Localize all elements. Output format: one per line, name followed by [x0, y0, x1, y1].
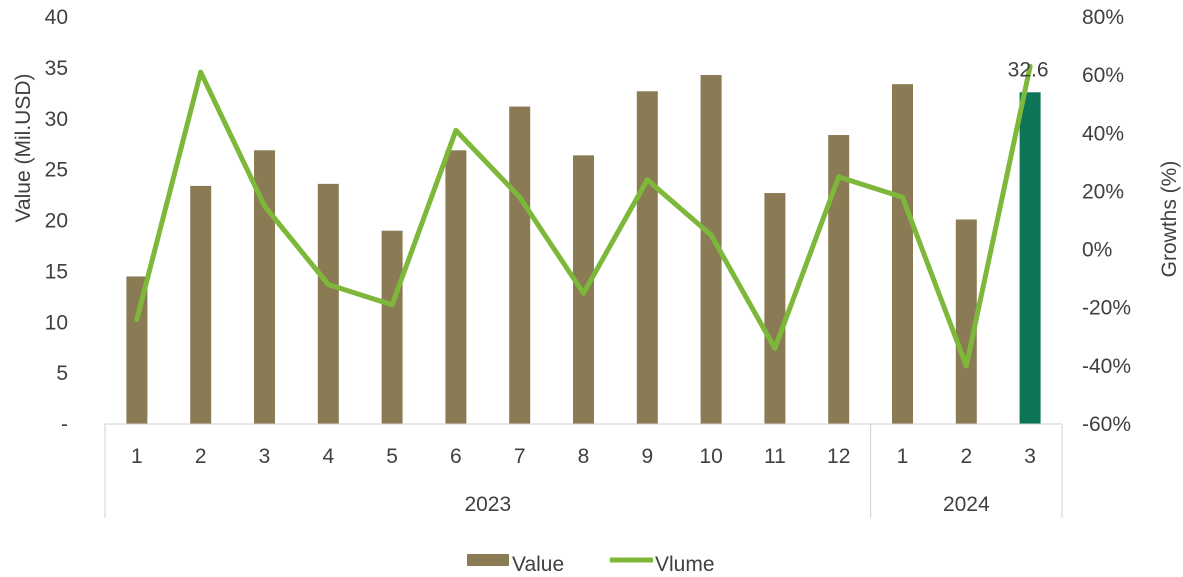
y2-tick-label: 0%	[1082, 239, 1112, 262]
value-bar	[509, 106, 531, 424]
x-tick-label: 6	[450, 445, 462, 468]
y-tick-label: 10	[45, 311, 68, 334]
value-bar	[955, 219, 977, 424]
x-tick-label: 3	[259, 445, 271, 468]
x-tick-label: 2	[195, 445, 207, 468]
x-group-label: 2024	[943, 493, 990, 516]
y2-tick-label: -60%	[1082, 413, 1131, 436]
right-axis-ticks: -60% -40% -20% 0% 20% 40% 60% 80%	[1082, 6, 1131, 436]
x-tick-label: 2	[960, 445, 972, 468]
x-tick-label: 8	[578, 445, 590, 468]
vlume-point	[134, 316, 140, 322]
value-bar	[445, 150, 467, 425]
x-tick-label: 10	[699, 445, 722, 468]
y2-tick-label: -40%	[1082, 355, 1131, 378]
value-bars	[126, 74, 1041, 425]
y-tick-label: 20	[45, 210, 68, 233]
value-bar	[828, 135, 850, 424]
x-tick-label: 11	[764, 445, 786, 468]
vlume-point	[708, 232, 714, 238]
y-tick-label: -	[61, 413, 68, 436]
vlume-point	[389, 302, 395, 308]
y-tick-label: 40	[45, 6, 68, 29]
value-bar	[1019, 92, 1041, 425]
vlume-point	[453, 127, 459, 133]
y-axis-title: Value (Mil.USD)	[12, 74, 35, 223]
y2-tick-label: 60%	[1082, 64, 1124, 87]
x-tick-label: 1	[897, 445, 909, 468]
y-tick-label: 15	[45, 260, 68, 283]
legend-label-vlume: Vlume	[655, 553, 715, 576]
y2-axis-title: Growths (%)	[1158, 161, 1181, 278]
x-group-label: 2023	[464, 493, 511, 516]
x-tick-label: 3	[1024, 445, 1036, 468]
y2-tick-label: 80%	[1082, 6, 1124, 29]
value-bar	[636, 91, 658, 424]
value-bar	[126, 276, 148, 424]
y2-tick-label: 40%	[1082, 122, 1124, 145]
value-bar	[254, 150, 275, 425]
vlume-point	[581, 290, 586, 296]
vlume-point	[644, 177, 650, 183]
left-axis-ticks: - 5 10 15 20 25 30 35 40	[45, 6, 68, 436]
x-tick-label: 4	[322, 445, 334, 468]
vlume-point	[963, 363, 969, 369]
vlume-point	[262, 203, 267, 209]
vlume-point	[517, 194, 523, 200]
y2-tick-label: -20%	[1082, 297, 1131, 320]
data-label: 32.6	[1008, 58, 1049, 81]
legend-swatch-value	[467, 554, 509, 566]
value-bar	[317, 183, 339, 424]
y-tick-label: 35	[45, 57, 68, 80]
vlume-point	[900, 194, 905, 200]
vlume-point	[772, 345, 778, 351]
value-bar	[764, 193, 786, 424]
value-bar	[190, 185, 212, 424]
y-tick-label: 30	[45, 108, 68, 131]
x-tick-label: 5	[386, 445, 398, 468]
volume-line-layer	[134, 63, 1033, 369]
x-tick-label: 1	[131, 445, 143, 468]
vlume-point	[325, 281, 331, 287]
x-tick-label: 12	[827, 445, 850, 468]
vlume-point	[836, 174, 842, 180]
y-tick-label: 25	[45, 159, 68, 182]
value-bar	[700, 74, 722, 424]
legend: Value Vlume	[467, 553, 715, 576]
value-bar	[892, 84, 913, 424]
y2-tick-label: 20%	[1082, 180, 1124, 203]
x-tick-label: 7	[514, 445, 526, 468]
data-labels: 32.6	[1008, 58, 1049, 81]
vlume-point	[198, 69, 204, 75]
vlume-point	[1027, 63, 1033, 69]
x-tick-label: 9	[641, 445, 653, 468]
legend-label-value: Value	[512, 553, 564, 576]
value-bar	[381, 230, 403, 424]
y-tick-label: 5	[56, 362, 68, 385]
